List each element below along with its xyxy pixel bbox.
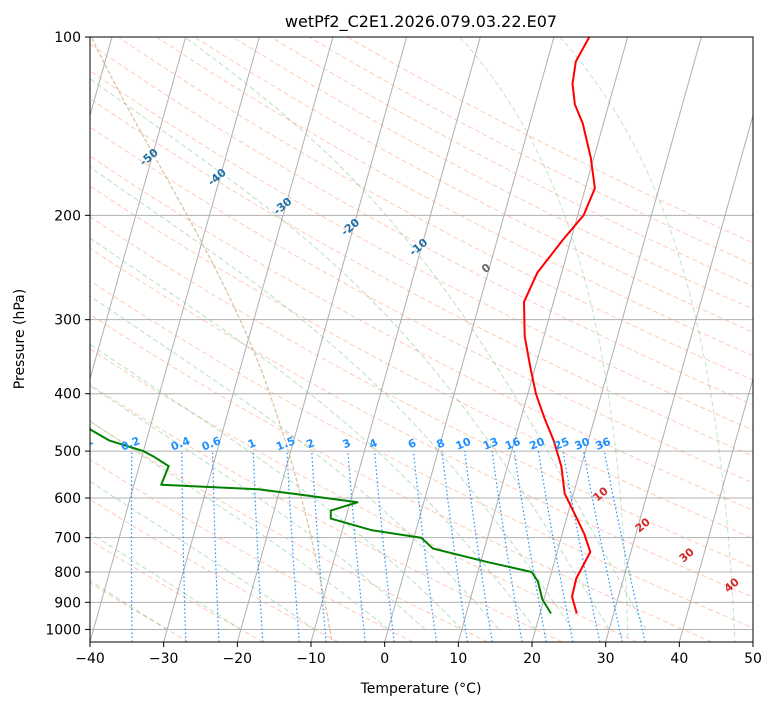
dry-adiabat	[90, 216, 753, 568]
mixing-ratio-label: 1	[246, 436, 258, 451]
x-tick-label: −30	[149, 651, 179, 667]
dry-adiabat	[90, 384, 563, 642]
isotherm	[310, 37, 481, 642]
mixing-ratio-label: 13	[481, 435, 500, 453]
x-tick-label: 10	[449, 651, 467, 667]
y-tick-label: 500	[54, 444, 81, 460]
moist-adiabat	[90, 237, 536, 630]
mixing-ratio-line	[374, 451, 395, 642]
dry-adiabat	[90, 498, 339, 642]
x-tick-label: 0	[380, 651, 389, 667]
dry-adiabat	[156, 37, 753, 357]
mixing-ratio-label: 0.1	[72, 434, 95, 453]
dry-adiabat	[90, 582, 190, 642]
dry-adiabat	[90, 155, 753, 511]
moist-adiabat	[90, 295, 500, 630]
mixing-ratio-label: 2	[304, 436, 316, 451]
dry-adiabat	[90, 459, 414, 642]
dry-adiabat	[90, 348, 638, 642]
isotherm	[457, 37, 629, 642]
x-tick-label: −20	[223, 651, 253, 667]
mixing-ratio-line	[464, 451, 493, 642]
dry-adiabat	[90, 185, 753, 540]
dry-adiabat	[232, 37, 753, 310]
moist-adiabats	[90, 37, 647, 630]
isotherm	[531, 37, 702, 642]
y-tick-label: 900	[54, 595, 81, 611]
mixing-ratio-lines	[130, 450, 646, 642]
mixing-ratio-label: 3	[341, 436, 353, 451]
dry-adiabat	[194, 37, 753, 333]
dewpoint-line	[90, 426, 552, 615]
y-tick-label: 300	[54, 313, 81, 329]
y-axis-ticks: 100 200 300 400 500 600 700 800 900 1000	[45, 30, 90, 638]
y-tick-label: 1000	[45, 622, 81, 638]
dry-adiabat	[90, 313, 712, 642]
sounding-profiles	[90, 37, 596, 615]
moist-adiabat	[184, 37, 647, 630]
mixing-ratio-line	[412, 451, 437, 642]
isotherm	[678, 376, 753, 642]
chart-title: wetPf2_C2E1.2026.079.03.22.E07	[285, 12, 557, 32]
moist-adiabat	[90, 420, 389, 630]
height-reference-line	[559, 37, 736, 642]
height-reference-lines	[91, 37, 736, 642]
isotherm	[236, 37, 408, 642]
mixing-ratio-line	[562, 451, 601, 642]
isotherm	[384, 37, 555, 642]
mixing-ratio-label: 10	[454, 435, 473, 453]
y-tick-label: 400	[54, 387, 81, 403]
x-axis-label: Temperature (°C)	[360, 681, 482, 697]
moist-adiabat	[90, 480, 315, 630]
isotherm	[605, 113, 753, 642]
isotherm	[90, 37, 260, 642]
y-axis-label: Pressure (hPa)	[12, 289, 28, 389]
height-reference-line	[459, 37, 629, 642]
moist-adiabat	[90, 385, 426, 630]
x-tick-label: 20	[523, 651, 541, 667]
y-tick-label: 200	[54, 208, 81, 224]
mixing-ratio-line	[311, 451, 327, 642]
mixing-ratio-line	[441, 451, 469, 642]
temperature-line	[523, 37, 596, 614]
y-tick-label: 700	[54, 531, 81, 547]
dry-adiabat	[117, 37, 753, 381]
mixing-ratio-line	[537, 451, 574, 642]
isotherm	[90, 37, 187, 381]
x-tick-label: 30	[597, 651, 615, 667]
mixing-ratio-label: 8	[435, 436, 447, 451]
mixing-ratio-label: 36	[593, 435, 612, 453]
x-tick-label: 40	[670, 651, 688, 667]
x-tick-label: 50	[744, 651, 762, 667]
x-axis-ticks: −40 −30 −20 −10 0 10 20 30 40 50	[75, 642, 762, 667]
x-tick-label: −40	[75, 651, 105, 667]
moist-adiabat	[90, 343, 463, 630]
y-tick-label: 100	[54, 30, 81, 46]
mixing-ratio-line	[583, 450, 623, 642]
mixing-ratio-label: 16	[503, 435, 522, 453]
plot-frame	[89, 36, 754, 643]
y-tick-label: 800	[54, 565, 81, 581]
mixing-ratio-line	[603, 450, 646, 642]
mixing-ratio-label: 20	[528, 435, 547, 453]
mixing-ratio-line	[347, 451, 366, 642]
moist-adiabat	[90, 78, 610, 630]
y-tick-label: 600	[54, 491, 81, 507]
mixing-ratio-label: 30	[573, 435, 592, 453]
height-reference-line	[91, 37, 333, 642]
dry-adiabat	[90, 43, 753, 406]
mixing-ratio-label: 25	[552, 435, 571, 453]
dry-adiabat	[90, 126, 753, 484]
moist-adiabat	[90, 166, 573, 630]
x-tick-label: −10	[296, 651, 326, 667]
